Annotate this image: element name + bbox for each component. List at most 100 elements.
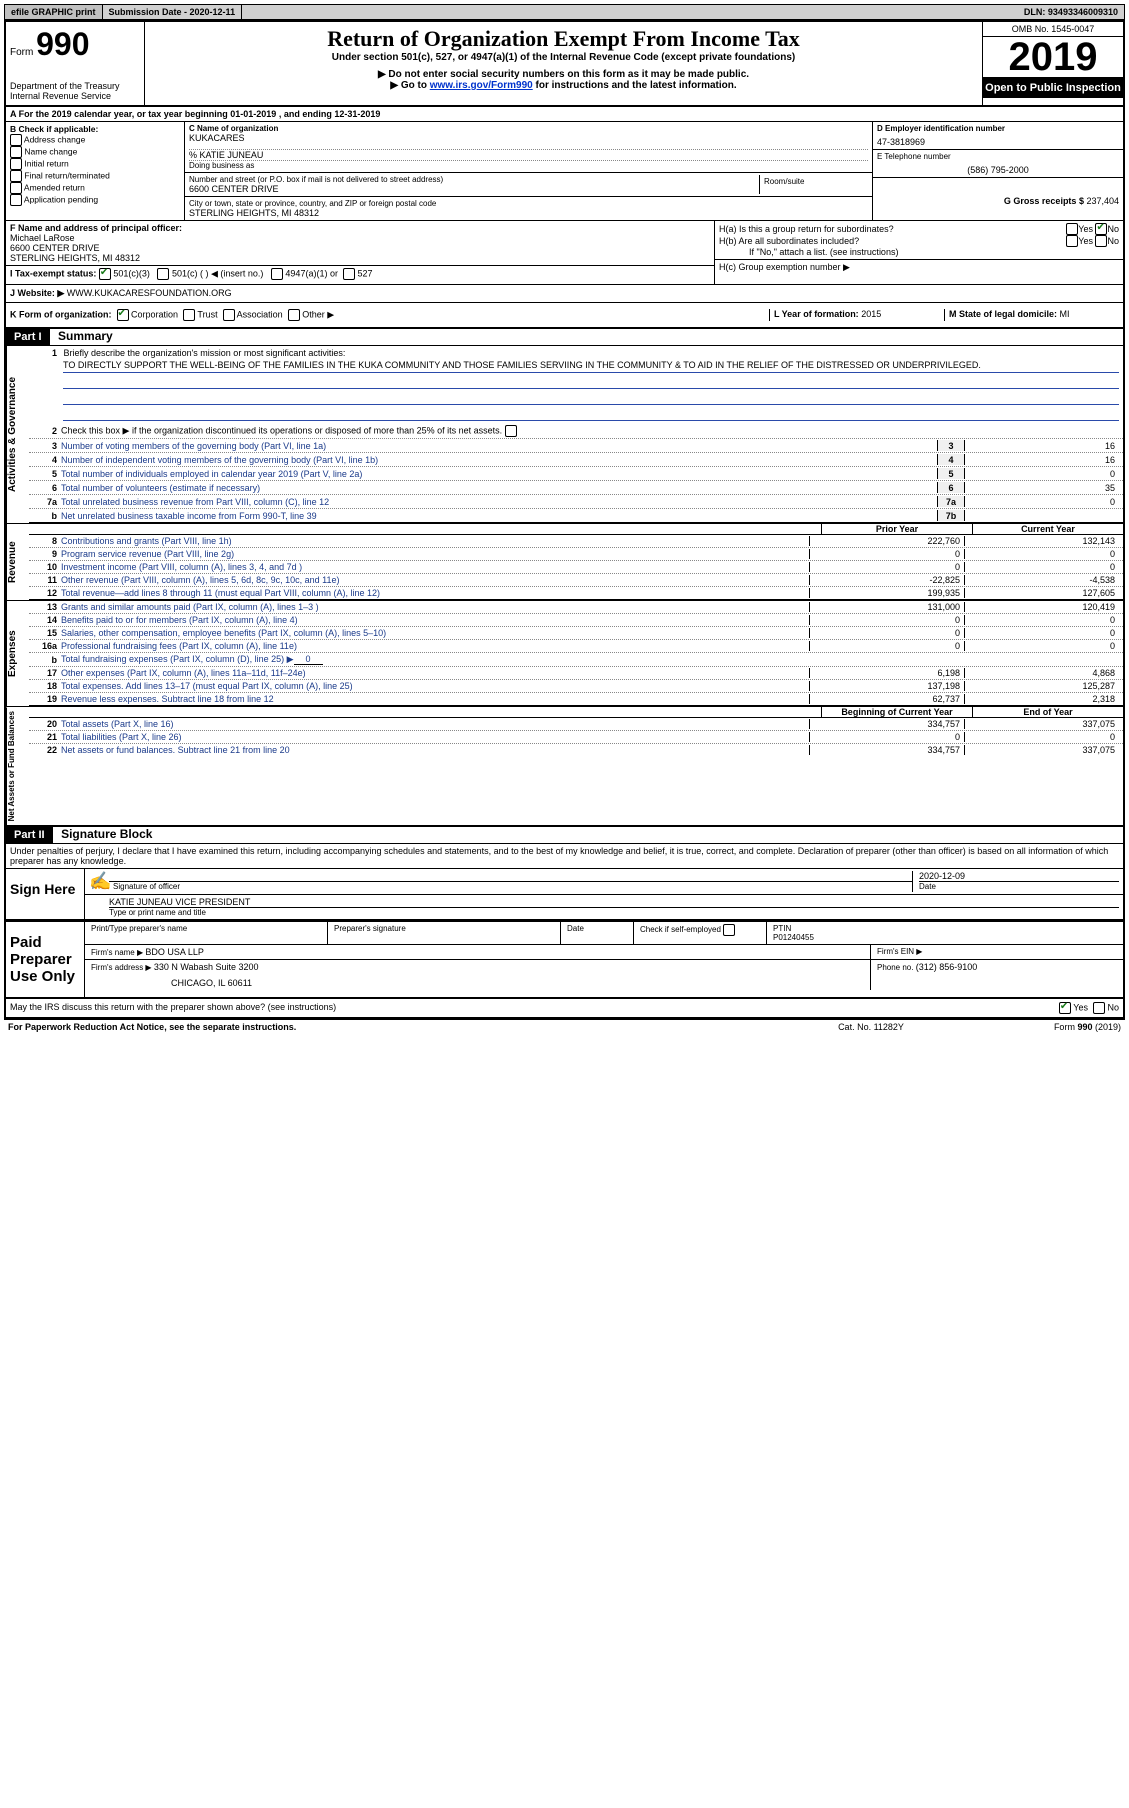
side-net-assets: Net Assets or Fund Balances: [6, 707, 29, 825]
submission-date-label: Submission Date -: [109, 7, 190, 17]
form-header: Form 990 Department of the Treasury Inte…: [6, 22, 1123, 107]
open-inspection: Open to Public Inspection: [983, 78, 1123, 98]
l5-value: 0: [965, 469, 1119, 479]
irs-link[interactable]: www.irs.gov/Form990: [430, 80, 533, 91]
form-container: Form 990 Department of the Treasury Inte…: [4, 20, 1125, 1019]
dln-value: 93493346009310: [1048, 7, 1118, 17]
page-footer: For Paperwork Reduction Act Notice, see …: [4, 1019, 1125, 1034]
final-return-checkbox[interactable]: [10, 170, 22, 182]
l18-prior: 137,198: [809, 681, 964, 691]
efile-print-button[interactable]: efile GRAPHIC print: [5, 5, 103, 19]
firm-addr1: 330 N Wabash Suite 3200: [154, 962, 259, 972]
l13-prior: 131,000: [809, 602, 964, 612]
part1-expenses: Expenses 13Grants and similar amounts pa…: [6, 601, 1123, 707]
l12-prior: 199,935: [809, 588, 964, 598]
l3-value: 16: [965, 441, 1119, 451]
dln-label: DLN:: [1024, 7, 1048, 17]
l16b-value: 0: [294, 654, 323, 665]
4947a1-checkbox[interactable]: [271, 268, 283, 280]
officer-addr1: 6600 CENTER DRIVE: [10, 243, 710, 253]
self-employed-checkbox[interactable]: [723, 924, 735, 936]
paid-preparer-block: Paid Preparer Use Only Print/Type prepar…: [6, 921, 1123, 999]
l20-begin: 334,757: [809, 719, 964, 729]
mission-text: TO DIRECTLY SUPPORT THE WELL-BEING OF TH…: [63, 360, 1119, 373]
hb-yes-checkbox[interactable]: [1066, 235, 1078, 247]
ptin-value: P01240455: [773, 933, 814, 942]
officer-name-title: KATIE JUNEAU VICE PRESIDENT: [109, 897, 1119, 908]
end-year-header: End of Year: [972, 707, 1123, 717]
col-f-officer: F Name and address of principal officer:…: [6, 221, 715, 284]
may-discuss-row: May the IRS discuss this return with the…: [6, 999, 1123, 1017]
form-note-2: ▶ Go to www.irs.gov/Form990 for instruct…: [149, 80, 978, 91]
application-pending-checkbox[interactable]: [10, 194, 22, 206]
tax-year: 2019: [983, 37, 1123, 78]
org-name: KUKACARES: [189, 133, 868, 143]
501c3-checkbox[interactable]: [99, 268, 111, 280]
row-f-h: F Name and address of principal officer:…: [6, 221, 1123, 285]
row-a-tax-year: A For the 2019 calendar year, or tax yea…: [6, 107, 1123, 122]
submission-date-cell: Submission Date - 2020-12-11: [103, 5, 243, 19]
assoc-checkbox[interactable]: [223, 309, 235, 321]
part1-net-assets: Net Assets or Fund Balances Beginning of…: [6, 707, 1123, 827]
firm-name: BDO USA LLP: [145, 947, 204, 957]
row-bcd: B Check if applicable: Address change Na…: [6, 122, 1123, 221]
part1-ag: Activities & Governance 1 Briefly descri…: [6, 346, 1123, 524]
corp-checkbox[interactable]: [117, 309, 129, 321]
l22-end: 337,075: [964, 745, 1119, 755]
form-subtitle: Under section 501(c), 527, or 4947(a)(1)…: [149, 52, 978, 63]
side-expenses: Expenses: [6, 601, 29, 706]
website-value: WWW.KUKACARESFOUNDATION.ORG: [67, 288, 232, 298]
col-c-org-info: C Name of organization KUKACARES % KATIE…: [185, 122, 873, 220]
firm-addr2: CHICAGO, IL 60611: [91, 978, 864, 988]
name-change-checkbox[interactable]: [10, 146, 22, 158]
ha-no-checkbox[interactable]: [1095, 223, 1107, 235]
org-street: 6600 CENTER DRIVE: [189, 184, 759, 194]
discuss-no-checkbox[interactable]: [1093, 1002, 1105, 1014]
form-note-1: ▶ Do not enter social security numbers o…: [149, 69, 978, 80]
dept-treasury: Department of the Treasury Internal Reve…: [10, 81, 140, 101]
l8-current: 132,143: [964, 536, 1119, 546]
l4-value: 16: [965, 455, 1119, 465]
trust-checkbox[interactable]: [183, 309, 195, 321]
row-k-form-org: K Form of organization: Corporation Trus…: [6, 303, 1123, 329]
prior-year-header: Prior Year: [821, 524, 972, 534]
officer-name: Michael LaRose: [10, 233, 710, 243]
form-header-left: Form 990 Department of the Treasury Inte…: [6, 22, 145, 105]
part1-header: Part I Summary: [6, 329, 1123, 346]
state-domicile: MI: [1060, 309, 1070, 319]
initial-return-checkbox[interactable]: [10, 158, 22, 170]
form-number: 990: [36, 26, 89, 62]
part2-header: Part II Signature Block: [6, 827, 1123, 844]
l17-prior: 6,198: [809, 668, 964, 678]
submission-date-value: 2020-12-11: [190, 7, 236, 17]
address-change-checkbox[interactable]: [10, 134, 22, 146]
l13-current: 120,419: [964, 602, 1119, 612]
l6-value: 35: [965, 483, 1119, 493]
pra-notice: For Paperwork Reduction Act Notice, see …: [8, 1022, 771, 1032]
form-header-right: OMB No. 1545-0047 2019 Open to Public In…: [982, 22, 1123, 105]
form-label: Form: [10, 47, 33, 58]
other-checkbox[interactable]: [288, 309, 300, 321]
l12-current: 127,605: [964, 588, 1119, 598]
col-h-group: H(a) Is this a group return for subordin…: [715, 221, 1123, 284]
dln-cell: DLN: 93493346009310: [1018, 5, 1124, 19]
paid-preparer-label: Paid Preparer Use Only: [6, 922, 85, 997]
l18-current: 125,287: [964, 681, 1119, 691]
gross-receipts-value: 237,404: [1086, 196, 1119, 206]
perjury-declaration: Under penalties of perjury, I declare th…: [6, 844, 1123, 868]
l20-end: 337,075: [964, 719, 1119, 729]
501c-checkbox[interactable]: [157, 268, 169, 280]
amended-return-checkbox[interactable]: [10, 182, 22, 194]
l2-checkbox[interactable]: [505, 425, 517, 437]
discuss-yes-checkbox[interactable]: [1059, 1002, 1071, 1014]
col-b-checkboxes: B Check if applicable: Address change Na…: [6, 122, 185, 220]
sign-date: 2020-12-09: [919, 871, 1119, 881]
col-d-e-g: D Employer identification number 47-3818…: [873, 122, 1123, 220]
col-b-title: B Check if applicable:: [10, 124, 180, 134]
hb-no-checkbox[interactable]: [1095, 235, 1107, 247]
row-j-website: J Website: ▶ WWW.KUKACARESFOUNDATION.ORG: [6, 285, 1123, 303]
527-checkbox[interactable]: [343, 268, 355, 280]
cat-no: Cat. No. 11282Y: [771, 1022, 971, 1032]
ha-yes-checkbox[interactable]: [1066, 223, 1078, 235]
l19-current: 2,318: [964, 694, 1119, 704]
